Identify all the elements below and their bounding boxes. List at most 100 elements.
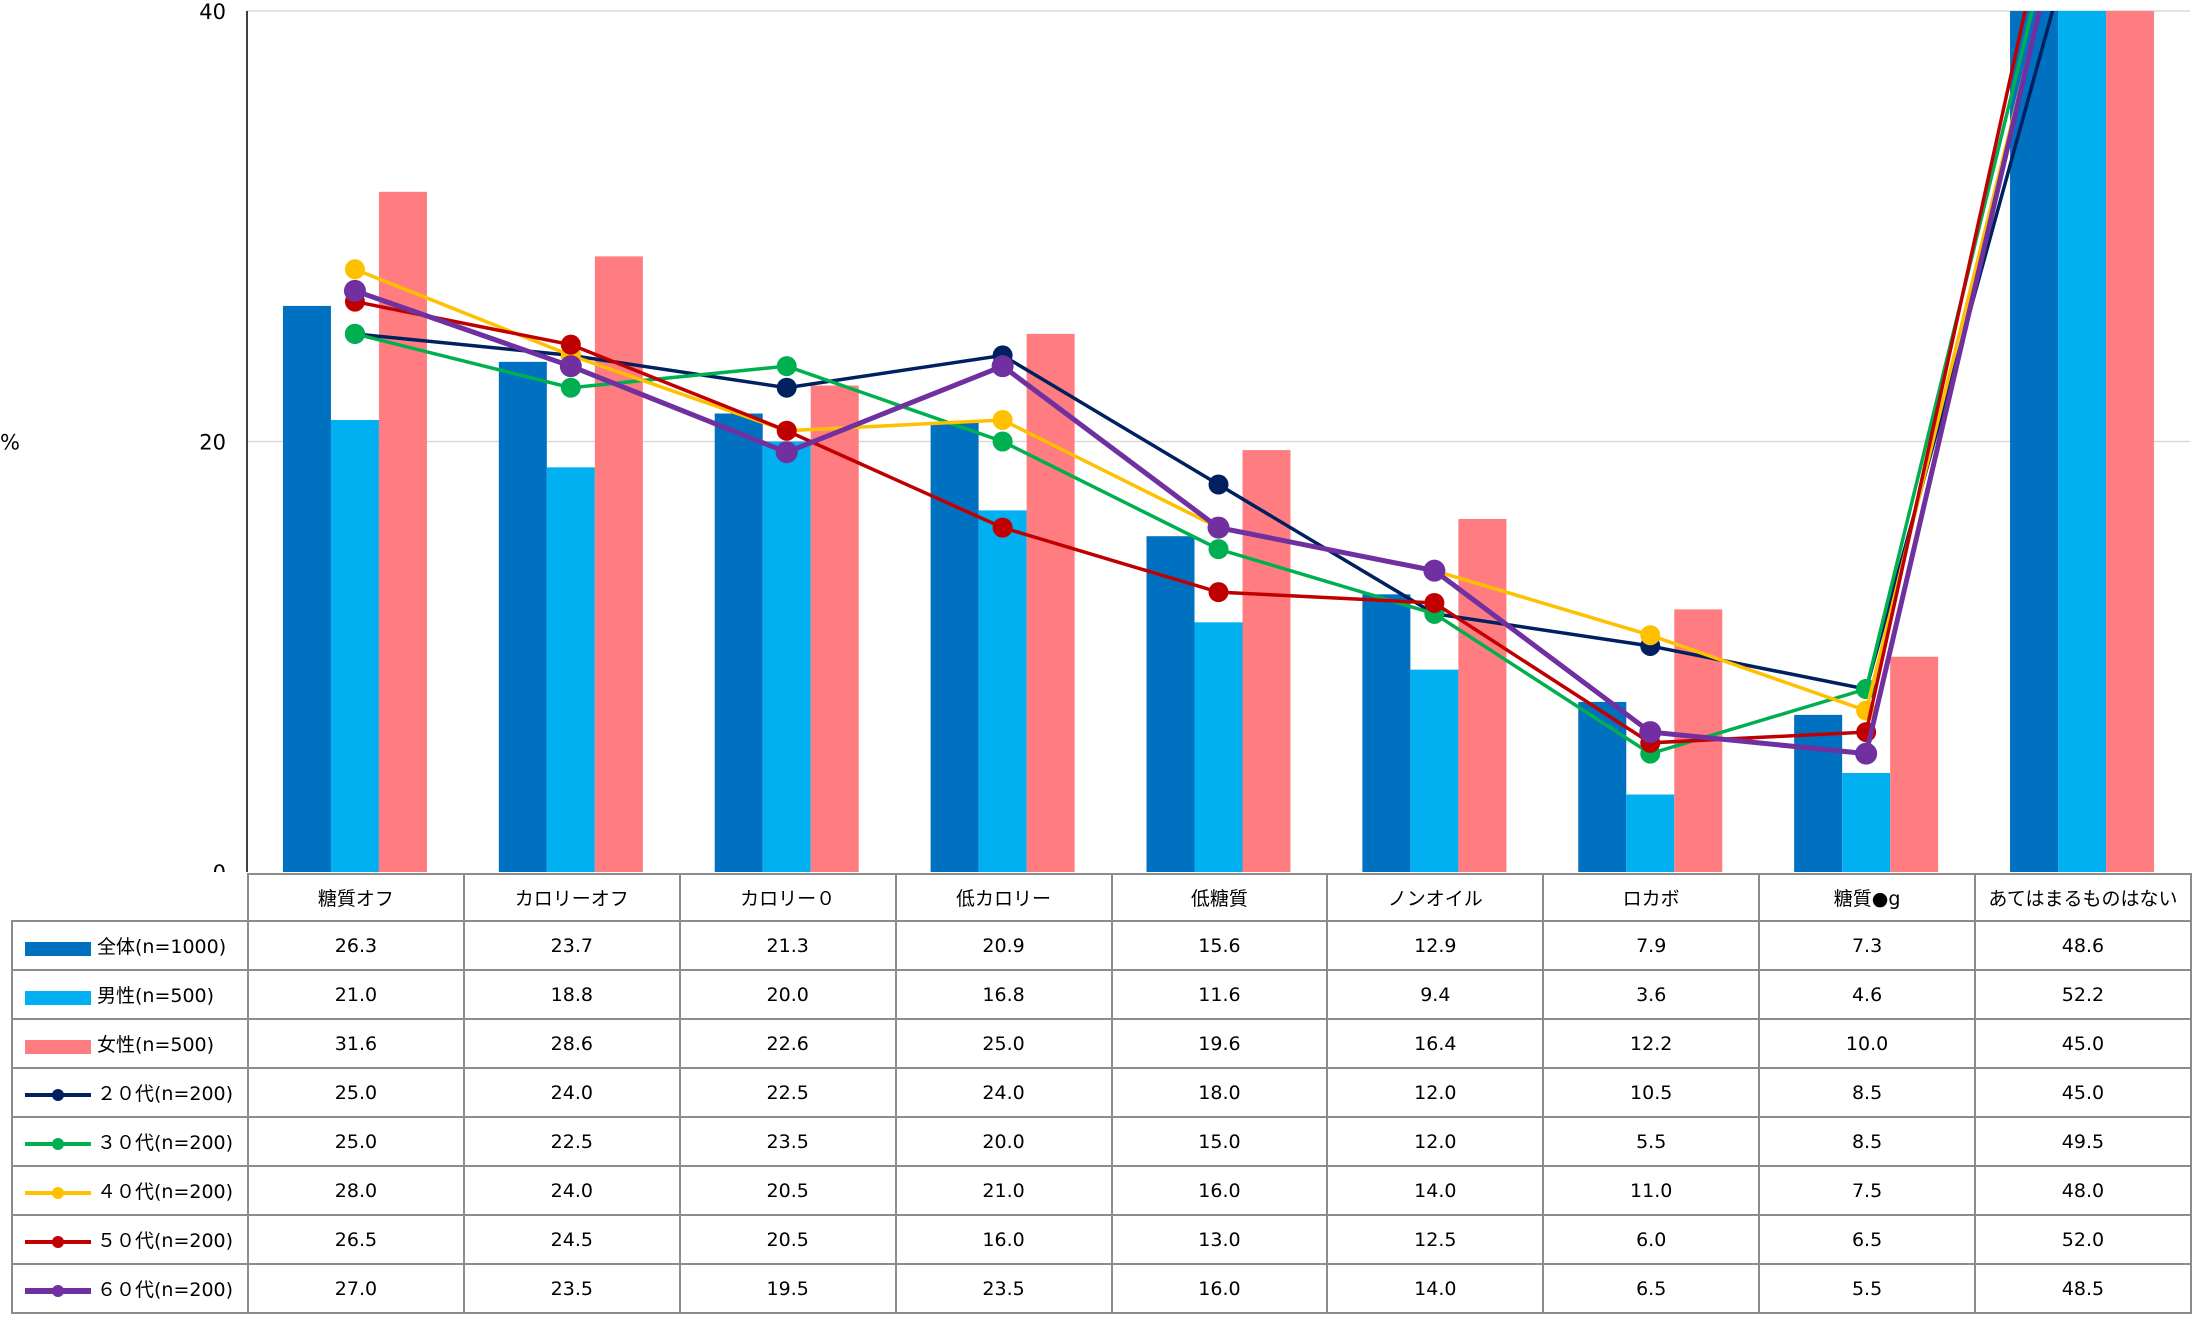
value-cell: 10.0	[1758, 1018, 1976, 1069]
blank-cell	[12, 874, 248, 922]
value-cell: 10.5	[1542, 1067, 1761, 1118]
series-name: ２０代(n=200)	[97, 1083, 234, 1105]
bar	[1362, 594, 1411, 872]
series-name: 全体(n=1000)	[97, 936, 227, 958]
legend-cell: ５０代(n=200)	[11, 1214, 249, 1265]
series-name: 男性(n=500)	[97, 985, 215, 1007]
value-cell: 31.6	[247, 1018, 465, 1069]
legend-swatch	[25, 941, 91, 956]
table-row: ５０代(n=200) 26.5 24.5 20.5 16.0 13.0 12.5 6.0 6.5…	[11, 1214, 2192, 1265]
legend-marker	[52, 1235, 64, 1248]
value-cell: 27.0	[247, 1263, 465, 1314]
legend-marker	[52, 1137, 64, 1150]
value-cell: 19.5	[678, 1263, 897, 1314]
data-point	[1208, 539, 1229, 560]
value-cell: 11.6	[1110, 969, 1329, 1020]
data-point	[776, 420, 797, 441]
series-name: 女性(n=500)	[97, 1034, 215, 1056]
header-row: 糖質オフ カロリーオフ カロリー０ 低カロリー 低糖質 ノンオイル ロカボ 糖質●g あてはまる…	[12, 873, 2192, 922]
value-cell: 7.3	[1758, 920, 1976, 971]
value-cell: 16.0	[1110, 1165, 1329, 1216]
legend-line-key	[25, 1186, 91, 1199]
bar	[1626, 794, 1675, 872]
category-label: ロカボ	[1542, 873, 1761, 922]
bar	[282, 305, 331, 872]
category-label: カロリーオフ	[462, 873, 681, 922]
value-cell: 23.5	[894, 1263, 1113, 1314]
series-name: ６０代(n=200)	[97, 1279, 234, 1301]
value-cell: 7.9	[1542, 920, 1761, 971]
value-cell: 25.0	[247, 1116, 465, 1167]
value-cell: 52.0	[1974, 1214, 2192, 1265]
data-point	[1640, 625, 1661, 646]
data-point	[560, 377, 581, 398]
legend-line-key	[25, 1088, 91, 1101]
legend-swatch	[25, 1039, 91, 1054]
value-cell: 26.3	[247, 920, 465, 971]
value-cell: 49.5	[1974, 1116, 2192, 1167]
legend-line-key	[25, 1137, 91, 1150]
legend-marker	[52, 1088, 64, 1101]
value-cell: 21.0	[894, 1165, 1113, 1216]
value-cell: 12.0	[1326, 1067, 1545, 1118]
value-cell: 16.0	[894, 1214, 1113, 1265]
data-point	[992, 517, 1013, 538]
data-point	[559, 355, 582, 378]
value-cell: 12.2	[1542, 1018, 1761, 1069]
value-cell: 23.5	[462, 1263, 681, 1314]
table-row: 女性(n=500) 31.6 28.6 22.6 25.0 19.6 16.4 12.2 10.…	[11, 1018, 2192, 1069]
value-cell: 20.9	[894, 920, 1113, 971]
table-row: ６０代(n=200) 27.0 23.5 19.5 23.5 16.0 14.0 6.5 5.5…	[11, 1263, 2192, 1314]
table-row: ３０代(n=200) 25.0 22.5 23.5 20.0 15.0 12.0 5.5 8.5…	[11, 1116, 2192, 1167]
bar	[1410, 669, 1459, 872]
value-cell: 23.5	[678, 1116, 897, 1167]
value-cell: 7.5	[1758, 1165, 1976, 1216]
legend-cell: ２０代(n=200)	[11, 1067, 249, 1118]
table-row: 男性(n=500) 21.0 18.8 20.0 16.8 11.6 9.4 3.6 4.6 52…	[11, 969, 2192, 1020]
value-cell: 5.5	[1758, 1263, 1976, 1314]
legend-cell: ６０代(n=200)	[11, 1263, 249, 1314]
series-name: ４０代(n=200)	[97, 1181, 234, 1203]
value-cell: 8.5	[1758, 1067, 1976, 1118]
series-name: ５０代(n=200)	[97, 1230, 234, 1252]
legend-bar-key	[25, 941, 91, 956]
legend-swatch	[25, 990, 91, 1005]
data-point	[991, 355, 1014, 378]
value-cell: 22.5	[462, 1116, 681, 1167]
bar	[978, 510, 1027, 872]
value-cell: 28.6	[462, 1018, 681, 1069]
plot-area	[282, 11, 2155, 872]
legend-cell: 全体(n=1000)	[11, 920, 249, 971]
value-cell: 48.6	[1974, 920, 2192, 971]
bar	[330, 419, 379, 872]
value-cell: 6.5	[1542, 1263, 1761, 1314]
legend-marker	[52, 1186, 64, 1199]
bar	[594, 256, 643, 872]
value-cell: 16.0	[1110, 1263, 1329, 1314]
legend-cell: ４０代(n=200)	[11, 1165, 249, 1216]
data-point	[776, 377, 797, 398]
value-cell: 3.6	[1542, 969, 1761, 1020]
bar	[498, 361, 547, 872]
value-cell: 18.8	[462, 969, 681, 1020]
value-cell: 12.0	[1326, 1116, 1545, 1167]
data-point	[1208, 474, 1229, 495]
value-cell: 24.0	[462, 1165, 681, 1216]
bar	[762, 441, 811, 872]
data-point	[775, 441, 798, 464]
bar	[1458, 518, 1507, 872]
value-cell: 45.0	[1974, 1067, 2192, 1118]
bar	[1194, 622, 1243, 872]
value-cell: 16.4	[1326, 1018, 1545, 1069]
value-cell: 14.0	[1326, 1263, 1545, 1314]
data-point	[1855, 742, 1878, 765]
legend-line-key	[25, 1284, 91, 1297]
value-cell: 12.5	[1326, 1214, 1545, 1265]
data-point	[344, 259, 365, 280]
y-tick-label: 40	[199, 0, 226, 24]
bar	[1794, 714, 1843, 872]
category-label: カロリー０	[678, 873, 897, 922]
value-cell: 20.0	[678, 969, 897, 1020]
value-cell: 19.6	[1110, 1018, 1329, 1069]
bar	[1578, 701, 1627, 872]
